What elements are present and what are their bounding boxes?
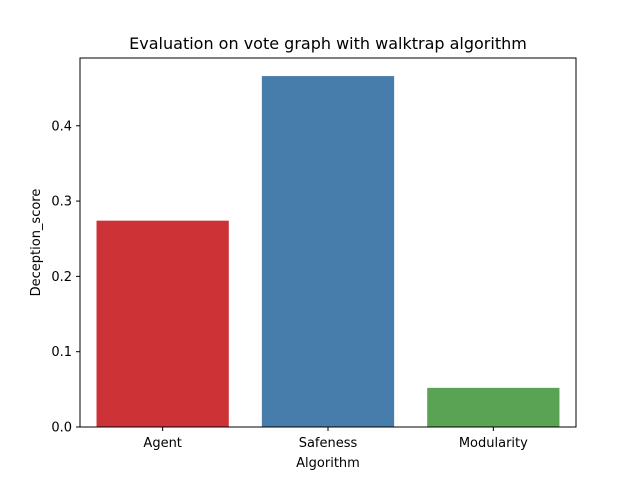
x-tick-label: Agent (143, 436, 181, 451)
x-tick-label: Modularity (459, 436, 528, 451)
y-tick-label: 0.4 (51, 119, 72, 134)
plot-frame (79, 57, 577, 428)
bars-group (96, 76, 560, 427)
y-tick-label: 0.0 (51, 421, 72, 436)
x-axis: Agent Safeness Modularity (143, 427, 528, 451)
y-axis-label: Deception_score (29, 189, 44, 297)
x-axis-label: Algorithm (296, 456, 360, 471)
bar-modularity (427, 387, 560, 427)
y-tick-label: 0.3 (51, 195, 72, 210)
bar-safeness (261, 76, 395, 427)
y-tick-label: 0.2 (51, 270, 72, 285)
y-tick-label: 0.1 (51, 345, 72, 360)
x-tick-label: Safeness (299, 436, 358, 451)
chart-title: Evaluation on vote graph with walktrap a… (129, 34, 527, 53)
y-axis: 0.0 0.1 0.2 0.3 0.4 (51, 119, 80, 436)
bar-agent (96, 220, 229, 427)
